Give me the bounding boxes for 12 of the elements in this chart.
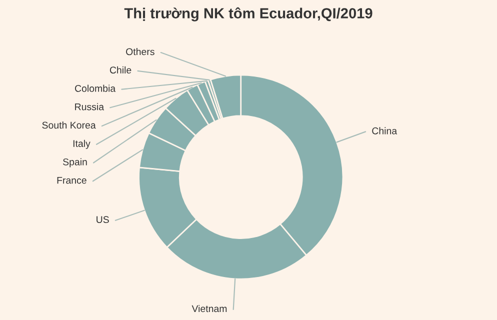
slice-label: Italy — [73, 140, 90, 149]
slice-label: China — [372, 127, 398, 134]
slice-label: Vietnam — [192, 304, 227, 312]
slice-label: Chile — [110, 66, 132, 74]
slice-label: US — [96, 216, 109, 224]
slice-label: France — [57, 176, 86, 184]
chart-title: Thị trường NK tôm Ecuador,QI/2019 — [124, 7, 372, 22]
slice-label: Spain — [63, 158, 87, 168]
slice-label: South Korea — [42, 121, 96, 129]
slice-label: Others — [126, 48, 154, 56]
slice-label: Russia — [75, 103, 104, 110]
slice-label: Colombia — [75, 84, 116, 92]
